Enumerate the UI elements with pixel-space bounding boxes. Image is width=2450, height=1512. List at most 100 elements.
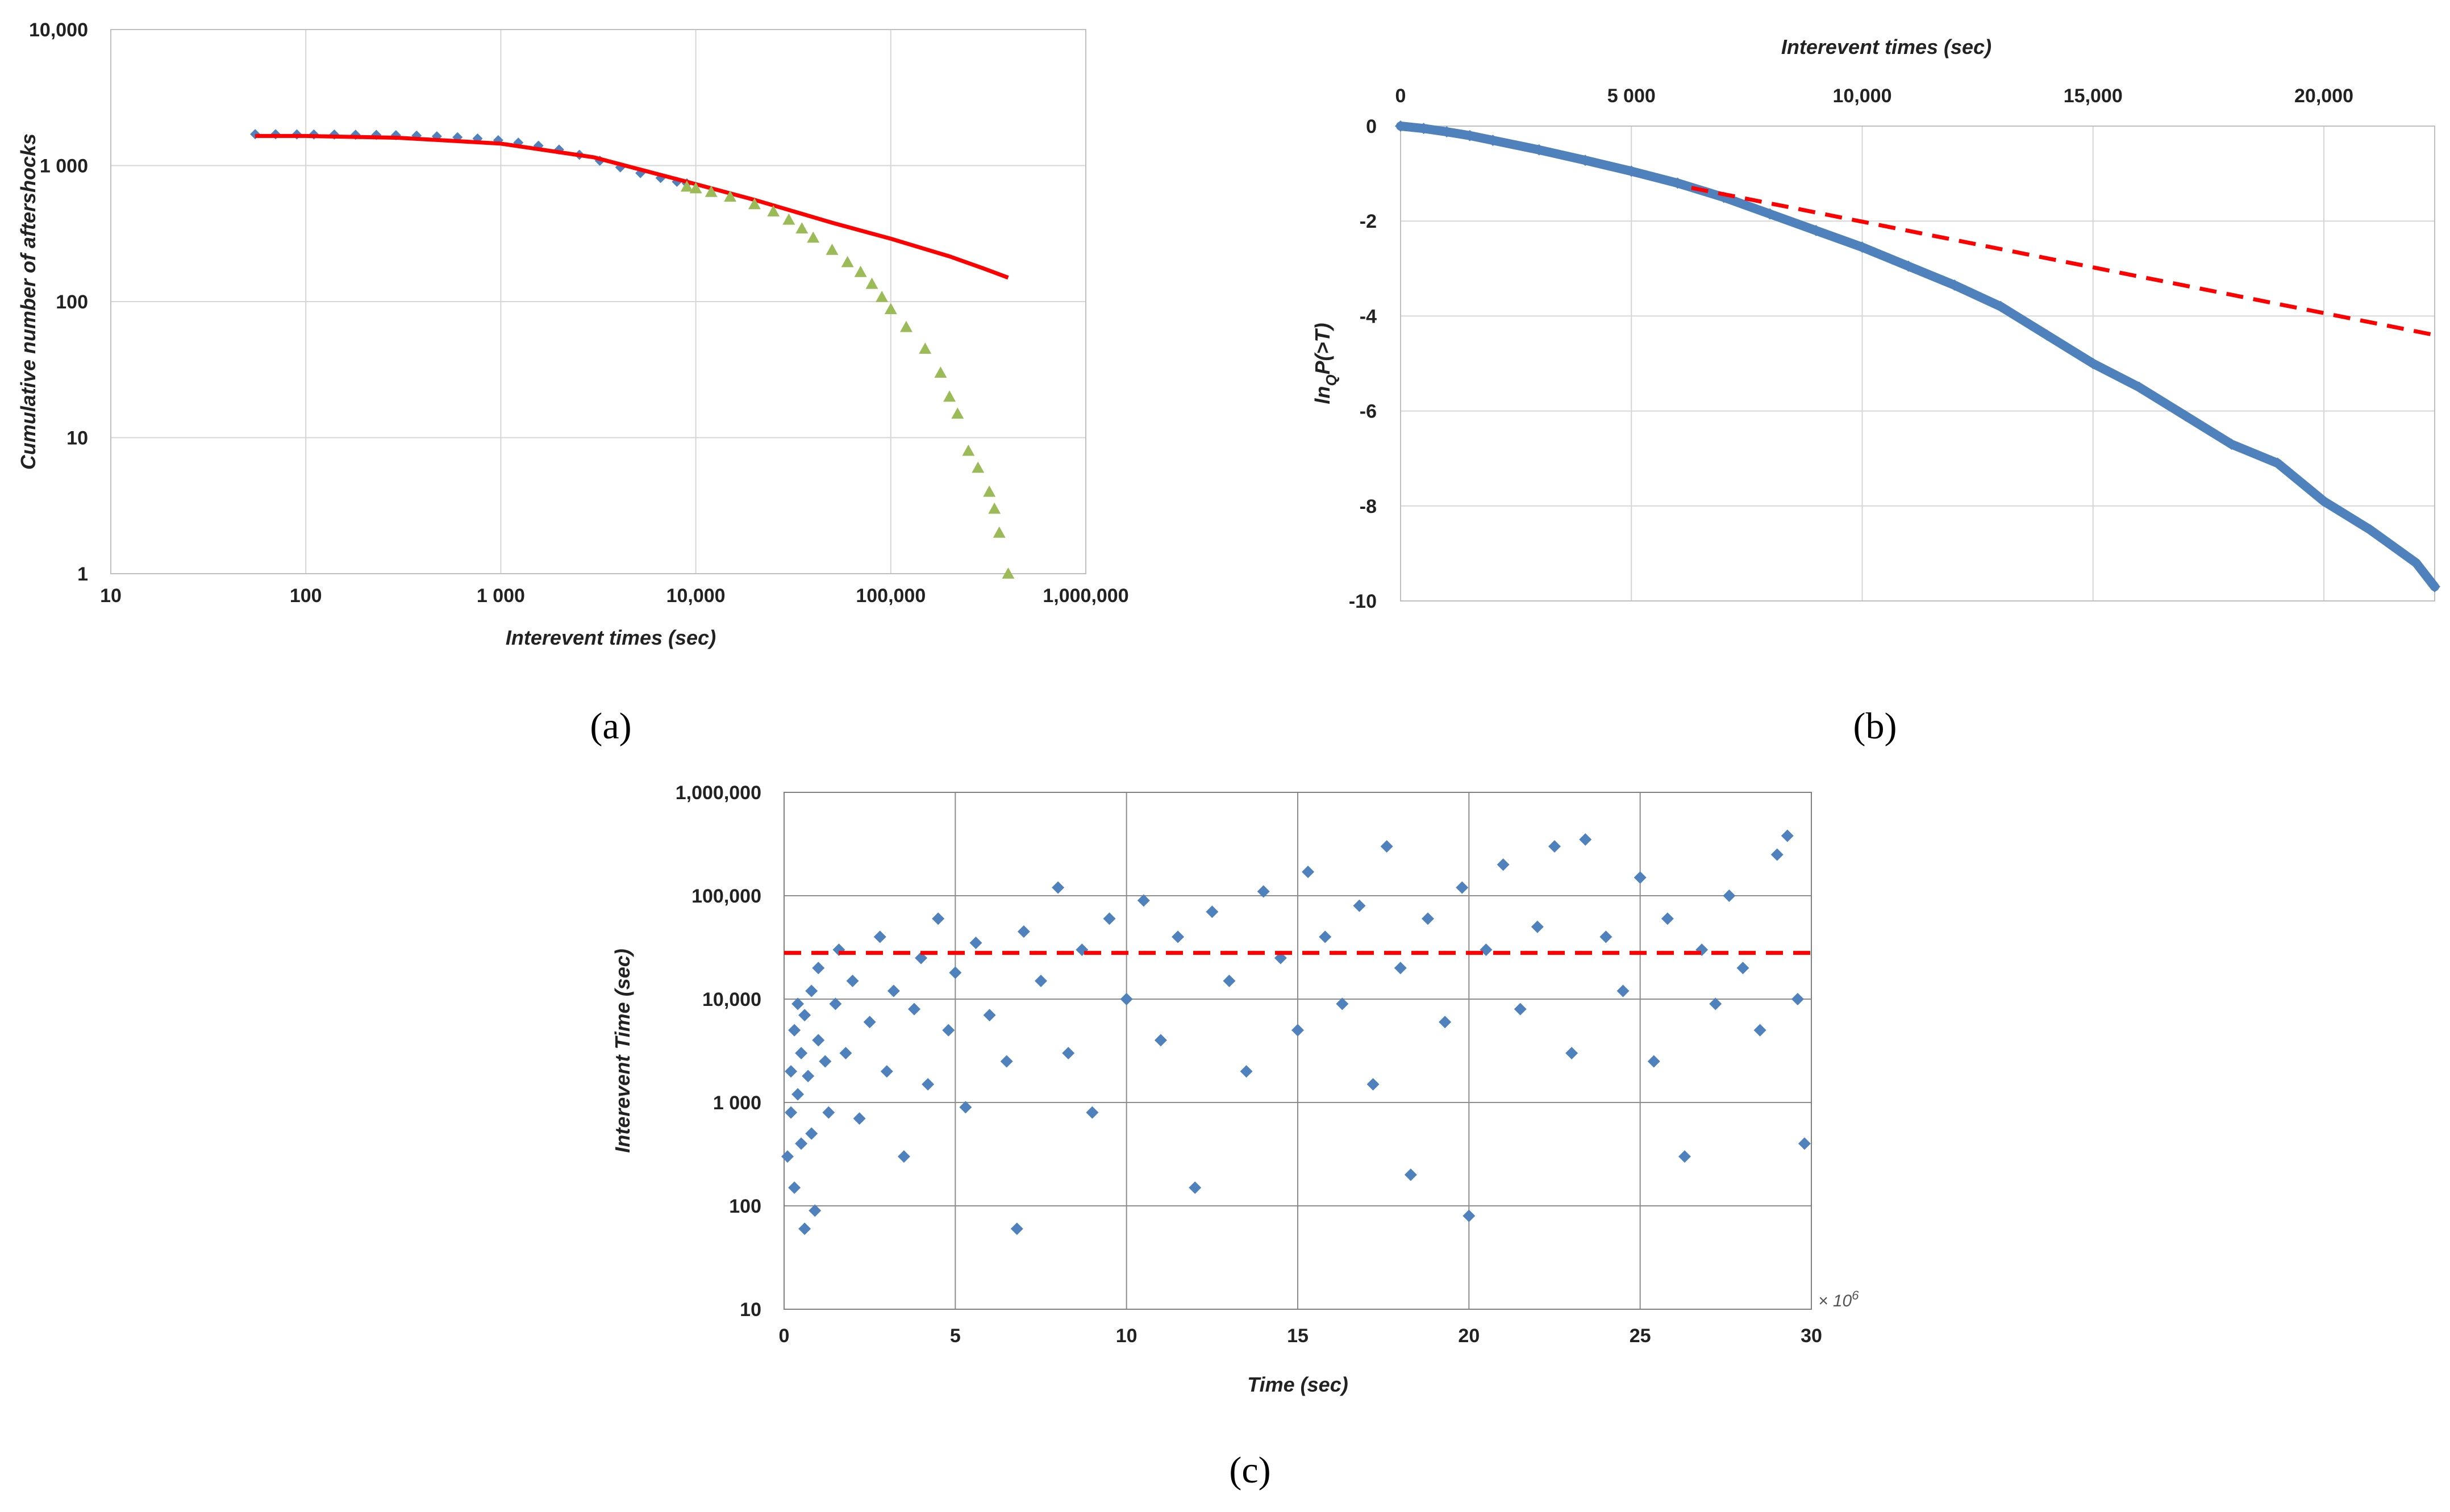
panel-c-point [1531, 920, 1544, 933]
panel-a-point-green [884, 303, 897, 315]
panel-c-point [983, 1009, 996, 1022]
panel-a-x-tick-label: 10,000 [666, 585, 726, 607]
panel-a-point-green [962, 444, 975, 456]
panel-c-point [863, 1016, 876, 1029]
panel-c-y-tick-label: 1 000 [713, 1092, 761, 1114]
panel-c-point [788, 1024, 801, 1037]
panel-a-grid [110, 29, 1086, 574]
panel-a-point-green [899, 320, 913, 332]
panel-c-point [1062, 1047, 1075, 1060]
panel-a-point-green [972, 461, 985, 473]
panel-b-y-tick-label: -8 [1360, 496, 1377, 517]
panel-a-y-tick-label: 100 [56, 291, 88, 313]
panel-c-grid [784, 792, 1812, 1310]
panel-a-point-green [983, 485, 996, 497]
panel-c-point [1336, 997, 1349, 1010]
panel-c: 0 5 10 15 20 25 30 10 100 1 000 10,000 100,000 1,000… [611, 782, 1859, 1491]
panel-c-label: (c) [1229, 1450, 1270, 1491]
panel-a-ticks: 10 100 1 000 10,000 100,000 1,000,000 1 10 100 1 … [29, 19, 1129, 607]
panel-c-xlabel: Time (sec) [1247, 1373, 1348, 1396]
panel-a-point-green [807, 231, 820, 243]
panel-c-point [887, 984, 900, 997]
panel-c-point [1223, 974, 1236, 987]
panel-b-y-tick-label: 0 [1366, 116, 1377, 137]
panel-b-x-tick-label: 10,000 [1833, 85, 1892, 107]
panel-c-point [812, 962, 825, 975]
panel-b-x-tick-label: 0 [1395, 85, 1406, 107]
panel-c-point [805, 1127, 818, 1140]
panel-a-point-green [724, 190, 737, 202]
panel-a-point-green [919, 343, 932, 354]
panel-c-point [1240, 1065, 1253, 1078]
panel-a-point-green [705, 185, 718, 197]
panel-c-point [1017, 925, 1030, 938]
panel-b-y-tick-label: -10 [1349, 591, 1377, 612]
panel-c-point [822, 1106, 835, 1119]
panel-c-point [798, 1009, 811, 1022]
panel-a-point-green [826, 243, 839, 255]
panel-b-ticks: 0 5 000 10,000 15,000 20,000 0 -2 -4 -6 -8 -10 [1349, 85, 2353, 612]
panel-a-point-green [943, 390, 956, 402]
panel-c-point [819, 1055, 832, 1068]
panel-c-point [1579, 833, 1592, 846]
panel-a-label: (a) [590, 705, 631, 747]
panel-b-grid [1400, 126, 2435, 602]
panel-c-point [1456, 881, 1469, 894]
panel-b-fit-line [1691, 186, 2435, 337]
panel-c-x-tick-label: 20 [1458, 1325, 1480, 1347]
panel-b-point [1672, 177, 1684, 189]
panel-c-point [1647, 1055, 1660, 1068]
panel-c-point [1319, 930, 1332, 943]
panel-b-point [2364, 524, 2376, 536]
panel-a-point-green [993, 526, 1006, 538]
panel-b-ylabel-rest: P(>T) [1311, 323, 1334, 374]
panel-a-point-green [767, 205, 780, 217]
panel-c-marks [781, 829, 1811, 1235]
panel-a-point-green [854, 265, 867, 277]
panel-c-point [839, 1047, 852, 1060]
panel-c-point [949, 966, 962, 979]
panel-a-ylabel: Cumulative number of aftershocks [16, 133, 40, 470]
panel-c-point [1302, 866, 1315, 879]
panel-c-x-multiplier-base: × 10 [1818, 1292, 1852, 1310]
panel-c-point [1709, 997, 1722, 1010]
panel-c-point [1463, 1209, 1476, 1222]
panel-b-point [2226, 438, 2238, 450]
panel-c-point [1086, 1106, 1099, 1119]
panel-c-y-tick-label: 100 [729, 1196, 761, 1217]
panel-c-point [1404, 1168, 1417, 1181]
panel-a-x-tick-label: 10 [100, 585, 122, 607]
panel-b-point [1418, 123, 1430, 135]
panel-a-point-green [934, 366, 947, 378]
panel-a: 10 100 1 000 10,000 100,000 1,000,000 1 10 100 1 … [16, 19, 1129, 747]
panel-c-point [1723, 889, 1736, 902]
panel-c-point [1137, 894, 1150, 907]
panel-c-point [785, 1106, 798, 1119]
panel-a-marks [250, 129, 1015, 579]
panel-b-data-band [1396, 122, 2439, 591]
panel-c-point [1000, 1055, 1013, 1068]
panel-b-point [1949, 279, 1960, 291]
panel-c-x-tick-label: 10 [1116, 1325, 1138, 1347]
panel-a-xlabel: Interevent times (sec) [506, 626, 716, 649]
panel-c-point [1798, 1137, 1811, 1150]
panel-c-point [880, 1065, 893, 1078]
panel-b-point [1441, 126, 1453, 138]
panel-b-point [1856, 241, 1868, 253]
panel-c-point [1103, 912, 1116, 925]
panel-c-x-multiplier-exp: 6 [1852, 1288, 1859, 1302]
panel-c-point [1380, 840, 1393, 853]
panel-c-point [1035, 974, 1047, 987]
panel-c-ylabel: Interevent Time (sec) [611, 949, 634, 1152]
panel-b-point [1395, 120, 1406, 132]
panel-c-point [1439, 1016, 1452, 1029]
panel-a-y-tick-label: 10,000 [29, 19, 88, 41]
panel-a-x-tick-label: 100,000 [856, 585, 926, 607]
panel-b-point [1902, 260, 1914, 272]
panel-b-ylabel: lnQP(>T) [1311, 323, 1340, 404]
panel-c-point [942, 1024, 955, 1037]
panel-c-point [809, 1204, 822, 1217]
panel-c-point [1781, 829, 1794, 842]
panel-c-x-tick-label: 30 [1801, 1325, 1822, 1347]
